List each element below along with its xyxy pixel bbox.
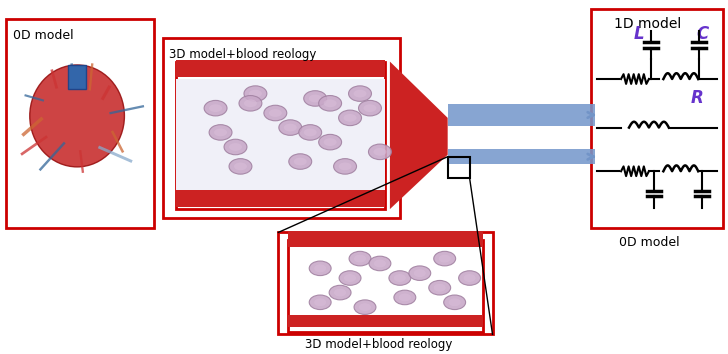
Ellipse shape <box>329 285 351 300</box>
Ellipse shape <box>339 271 361 285</box>
Ellipse shape <box>344 114 357 122</box>
Ellipse shape <box>324 99 336 107</box>
Ellipse shape <box>333 159 357 174</box>
Bar <box>68 65 86 89</box>
Text: 1D model: 1D model <box>614 17 681 31</box>
Ellipse shape <box>234 162 247 170</box>
Ellipse shape <box>443 295 466 309</box>
Ellipse shape <box>349 251 371 266</box>
Ellipse shape <box>464 274 475 282</box>
Ellipse shape <box>209 125 232 140</box>
Text: 3D model+blood reology: 3D model+blood reology <box>305 338 453 351</box>
Ellipse shape <box>309 95 322 102</box>
Ellipse shape <box>294 158 306 165</box>
Ellipse shape <box>264 105 287 121</box>
Ellipse shape <box>409 266 431 280</box>
Bar <box>448 157 470 178</box>
Bar <box>278 233 493 334</box>
Ellipse shape <box>249 90 262 97</box>
Ellipse shape <box>429 280 451 295</box>
Ellipse shape <box>394 290 416 305</box>
Ellipse shape <box>334 289 346 296</box>
Ellipse shape <box>214 129 227 136</box>
Ellipse shape <box>434 251 456 266</box>
Bar <box>175 190 385 207</box>
Ellipse shape <box>284 124 297 131</box>
Ellipse shape <box>229 143 242 151</box>
Ellipse shape <box>339 162 352 170</box>
Ellipse shape <box>319 96 341 111</box>
Ellipse shape <box>369 256 391 271</box>
Ellipse shape <box>349 86 371 101</box>
Ellipse shape <box>439 255 451 263</box>
Ellipse shape <box>298 125 322 140</box>
Bar <box>7 19 154 228</box>
Ellipse shape <box>368 144 392 160</box>
Ellipse shape <box>314 264 326 272</box>
Ellipse shape <box>224 139 247 155</box>
Bar <box>288 232 483 247</box>
Bar <box>288 240 483 332</box>
Ellipse shape <box>304 129 317 136</box>
Bar <box>448 149 595 165</box>
Bar <box>448 104 595 126</box>
Ellipse shape <box>309 295 331 309</box>
Ellipse shape <box>359 303 371 311</box>
Ellipse shape <box>279 120 301 135</box>
Polygon shape <box>390 62 448 209</box>
Ellipse shape <box>229 159 252 174</box>
Ellipse shape <box>314 298 326 306</box>
Ellipse shape <box>394 274 405 282</box>
Ellipse shape <box>363 104 376 112</box>
Text: R: R <box>691 89 703 107</box>
Bar <box>163 38 400 218</box>
Text: C: C <box>697 25 709 43</box>
Bar <box>175 59 385 77</box>
Ellipse shape <box>354 300 376 314</box>
Ellipse shape <box>244 86 267 101</box>
Ellipse shape <box>289 154 312 169</box>
Ellipse shape <box>324 138 336 146</box>
Ellipse shape <box>244 99 257 107</box>
Ellipse shape <box>414 269 426 277</box>
Ellipse shape <box>434 284 446 292</box>
Ellipse shape <box>30 65 124 167</box>
Ellipse shape <box>373 148 387 156</box>
Ellipse shape <box>239 96 262 111</box>
Ellipse shape <box>319 135 341 150</box>
Ellipse shape <box>358 101 381 116</box>
Bar <box>591 9 723 228</box>
Ellipse shape <box>448 298 461 306</box>
Text: 0D model: 0D model <box>619 236 680 249</box>
Ellipse shape <box>209 104 222 112</box>
Ellipse shape <box>344 274 356 282</box>
Bar <box>175 79 385 205</box>
Ellipse shape <box>354 90 366 97</box>
Ellipse shape <box>459 271 480 285</box>
Ellipse shape <box>204 101 227 116</box>
Bar <box>288 315 483 326</box>
Text: 3D model+blood reology: 3D model+blood reology <box>169 48 316 61</box>
Ellipse shape <box>399 293 411 301</box>
Ellipse shape <box>374 259 386 267</box>
Ellipse shape <box>354 255 366 263</box>
Ellipse shape <box>389 271 411 285</box>
Text: L: L <box>634 25 644 43</box>
Bar <box>175 62 385 209</box>
Text: 0D model: 0D model <box>13 29 74 41</box>
Ellipse shape <box>304 91 327 106</box>
Ellipse shape <box>269 109 282 117</box>
Ellipse shape <box>339 110 362 126</box>
Ellipse shape <box>309 261 331 276</box>
